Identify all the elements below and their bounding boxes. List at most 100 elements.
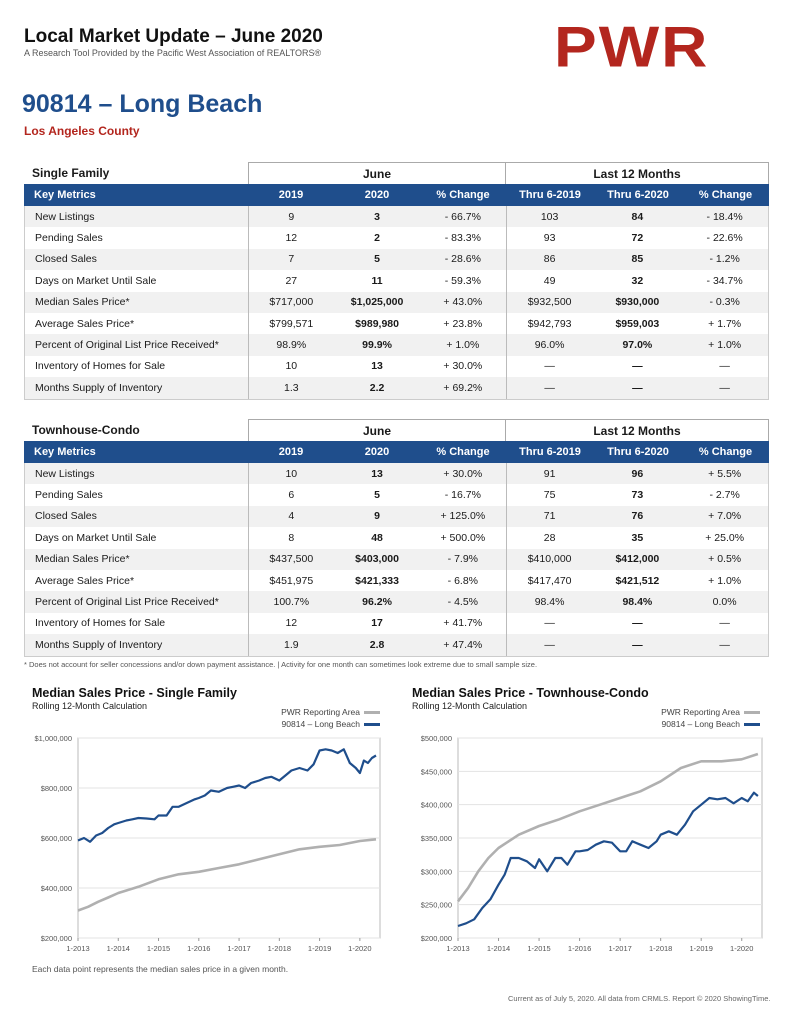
table-cell: 72 [631,232,644,245]
table-cell: $930,000 [615,296,660,309]
table-row: New Listings 9 3 - 66.7% 103 84 - 18.4% [25,206,768,228]
table-cell: - 18.4% [706,210,743,223]
table-row: Percent of Original List Price Received*… [25,591,768,613]
table-cell: 76 [631,510,644,523]
table-cell: 3 [374,210,380,223]
table-row: Inventory of Homes for Sale 12 17 + 41.7% — —… [25,613,768,634]
table-cell: — [544,360,555,373]
column-header: Thru 6-2020 [607,189,669,201]
metric-label: Inventory of Homes for Sale [35,617,166,630]
metric-label: Median Sales Price* [35,553,130,566]
table-cell: - 0.3% [709,296,740,309]
column-header: 2020 [364,446,390,458]
x-tick-label: 1-2020 [348,944,371,953]
x-tick-label: 1-2019 [308,944,331,953]
column-divider [506,206,507,399]
table-cell: 10 [285,467,298,480]
section-title: Townhouse-Condo [32,423,140,437]
table-body: New Listings 10 13 + 30.0% 91 96 + 5.5% Pending… [24,463,769,657]
metric-label: Average Sales Price* [35,574,135,587]
table-cell: - 22.6% [706,232,743,245]
table-header: Key Metrics 2019 2020 % Change Thru 6-2019 Th… [24,441,769,463]
table-cell: 85 [631,253,644,266]
column-divider [248,463,249,656]
column-header: % Change [436,189,490,201]
table-row: Closed Sales 7 5 - 28.6% 86 85 - 1.2% [25,248,768,271]
table-cell: + 125.0% [440,510,486,523]
table-cell: + 0.5% [708,553,742,566]
table-cell: 35 [631,531,644,544]
table-cell: 8 [288,531,295,544]
chart-single-family: $1,000,000 $800,000 $600,000 $400,000 $200,0… [34,734,381,953]
table-cell: 32 [631,274,644,287]
table-cell: — [544,381,555,394]
column-header: % Change [698,446,753,458]
group-june: June [248,419,506,441]
table-cell: 5 [374,253,380,266]
column-header: Thru 6-2020 [607,446,669,458]
table-cell: + 1.7% [708,317,742,330]
townhouse-condo-table: Townhouse-Condo June Last 12 Months Key … [24,419,769,657]
table-row: Months Supply of Inventory 1.9 2.8 + 47.4% —… [25,634,768,656]
x-tick-label: 1-2019 [690,944,713,953]
metric-label: Inventory of Homes for Sale [35,360,166,373]
y-tick-label: $600,000 [41,834,72,843]
y-tick-label: $400,000 [421,801,452,810]
county-label: Los Angeles County [24,124,140,138]
table-cell: 96.2% [362,596,392,609]
table-cell: — [632,360,643,373]
table-cell: 2 [374,232,380,245]
table-cell: + 43.0% [443,296,483,309]
table-cell: - 83.3% [444,232,481,245]
table-cell: + 5.5% [708,467,742,480]
credit-line: Current as of July 5, 2020. All data fro… [508,994,771,1003]
y-tick-label: $400,000 [41,884,72,893]
y-tick-label: $350,000 [421,834,452,843]
metric-label: Closed Sales [35,510,97,523]
table-cell: - 4.5% [447,596,479,609]
x-tick-label: 1-2016 [568,944,591,953]
chart-title: Median Sales Price - Single Family [32,686,237,700]
table-cell: — [719,360,730,373]
legend-label: 90814 – Long Beach [661,719,740,729]
pwr-logo: PWR [554,14,710,80]
legend-swatch [744,710,760,714]
metric-label: New Listings [35,210,95,223]
x-tick-label: 1-2015 [147,944,170,953]
table-cell: $799,571 [269,317,314,330]
x-tick-label: 1-2020 [730,944,753,953]
table-cell: 93 [543,232,556,245]
table-cell: 5 [374,489,380,502]
table-cell: + 47.4% [443,638,483,651]
table-row: Average Sales Price* $451,975 $421,333 - 6.… [25,570,768,591]
table-cell: 96 [631,467,644,480]
metric-label: New Listings [35,467,95,480]
table-cell: $403,000 [355,553,399,566]
legend-item: PWR Reporting Area [250,706,380,718]
metric-label: Percent of Original List Price Received* [35,596,219,609]
table-cell: — [632,617,643,630]
metric-label: Months Supply of Inventory [35,638,163,651]
table-cell: — [719,617,730,630]
table-cell: 17 [371,617,383,630]
table-cell: - 2.7% [709,489,740,502]
table-cell: + 1.0% [708,339,742,352]
legend-swatch [364,722,380,726]
table-cell: 98.9% [276,339,307,352]
table-row: Inventory of Homes for Sale 10 13 + 30.0% — —… [25,356,768,377]
column-header: Key Metrics [34,446,96,458]
table-cell: 9 [374,510,380,523]
table-cell: — [544,617,555,630]
table-cell: $989,980 [355,317,399,330]
y-tick-label: $1,000,000 [34,734,72,743]
table-cell: — [632,638,643,651]
chart-note: Each data point represents the median sa… [32,964,289,974]
x-tick-label: 1-2015 [527,944,550,953]
area-title: 90814 – Long Beach [22,90,263,118]
metric-label: Average Sales Price* [35,317,135,330]
table-cell: — [719,381,730,394]
table-body: New Listings 9 3- 66.7% 103 84- 18.4% Pending… [24,206,769,400]
table-row: Median Sales Price* $437,500 $403,000 - 7.9… [25,548,768,570]
table-cell: 96.0% [534,339,565,352]
group-last12: Last 12 Months [506,162,769,184]
